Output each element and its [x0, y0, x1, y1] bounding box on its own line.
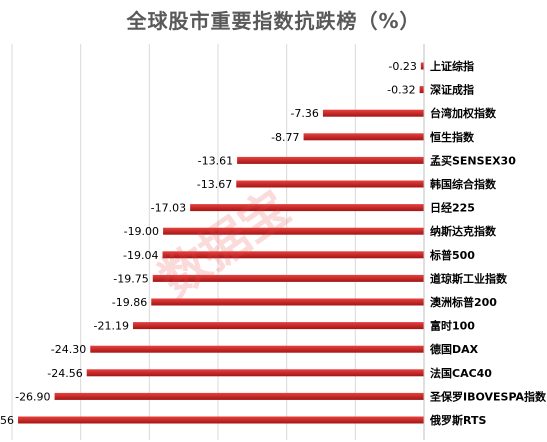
category-label: 俄罗斯RTS	[429, 413, 486, 427]
bar-value-label: -13.61	[198, 154, 233, 167]
bar-value-label: -21.19	[94, 320, 129, 333]
category-label: 孟买SENSEX30	[430, 153, 516, 167]
bar-value-label: -19.86	[112, 296, 147, 309]
bar-value-label: -26.90	[15, 390, 50, 403]
bar-8	[162, 251, 424, 259]
bar-0	[420, 62, 424, 70]
bar-11	[132, 322, 424, 330]
bar-1	[419, 86, 424, 94]
category-label: 圣保罗IBOVESPA指数	[429, 389, 547, 403]
category-label: 澳洲标普200	[430, 295, 497, 309]
bar-value-label: -8.77	[271, 131, 299, 144]
bar-15	[18, 416, 425, 424]
bar-5	[236, 180, 424, 188]
bar-2	[322, 109, 424, 117]
category-label: 恒生指数	[430, 130, 475, 144]
category-label: 纳斯达克指数	[430, 224, 497, 238]
bar-value-label: -19.04	[123, 249, 158, 262]
bar-6	[190, 204, 424, 212]
bar-value-label: -24.56	[47, 367, 82, 380]
bar-value-label: -0.23	[388, 60, 416, 73]
chart-title: 全球股市重要指数抗跌榜（%）	[126, 9, 421, 33]
category-label: 标普500	[429, 248, 475, 262]
bar-value-label: -19.75	[113, 272, 148, 285]
bar-13	[86, 369, 424, 377]
bar-9	[152, 274, 424, 282]
category-label: 日经225	[430, 201, 475, 215]
bar-3	[303, 133, 424, 141]
bar-value-label: -24.30	[51, 343, 86, 356]
category-label: 韩国综合指数	[430, 177, 497, 191]
bar-14	[54, 392, 424, 400]
bar-value-label: -19.00	[124, 225, 159, 238]
gridlines	[11, 44, 425, 440]
bar-value-label: -29.56	[0, 414, 14, 427]
category-label: 深证成指	[430, 83, 474, 97]
category-label: 德国DAX	[429, 342, 479, 356]
category-label: 法国CAC40	[430, 366, 492, 380]
category-label: 上证综指	[430, 59, 474, 73]
category-label: 富时100	[430, 319, 475, 333]
bar-value-label: -0.32	[387, 84, 415, 97]
bar-7	[163, 227, 425, 235]
bar-value-label: -7.36	[290, 107, 318, 120]
bar-4	[237, 156, 424, 164]
bar-12	[90, 345, 424, 353]
bar-value-label: -13.67	[197, 178, 232, 191]
bar-10	[151, 298, 425, 306]
category-label: 道琼斯工业指数	[430, 271, 508, 285]
category-label: 台湾加权指数	[430, 106, 497, 120]
bar-value-label: -17.03	[151, 202, 186, 215]
